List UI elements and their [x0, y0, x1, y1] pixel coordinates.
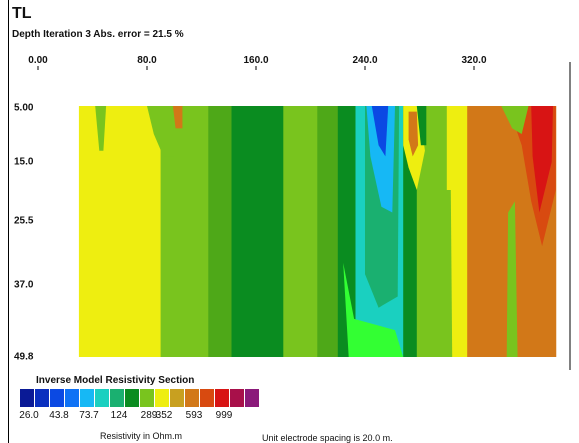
resistivity-band	[208, 106, 232, 357]
y-tick-label: 5.00	[14, 102, 34, 114]
colorbar-swatch	[140, 389, 154, 407]
colorbar-label: 352	[155, 410, 173, 421]
colorbar-swatch	[125, 389, 139, 407]
chart-title: Depth Iteration 3 Abs. error = 21.5 %	[12, 29, 184, 40]
x-tick-label: 80.0	[137, 55, 157, 66]
resistivity-band	[446, 106, 468, 357]
colorbar-swatch	[20, 389, 34, 407]
colorbar-swatch	[170, 389, 184, 407]
left-border	[8, 0, 9, 443]
resistivity-band	[231, 106, 284, 357]
resistivity-anomaly	[366, 106, 395, 213]
colorbar-swatch	[110, 389, 124, 407]
panel-label: TL	[12, 5, 32, 22]
resistivity-anomaly	[501, 106, 529, 134]
colorbar-title: Inverse Model Resistivity Section	[36, 375, 195, 386]
colorbar-swatch	[50, 389, 64, 407]
colorbar-swatch	[245, 389, 259, 407]
resistivity-anomaly	[95, 106, 107, 151]
colorbar-swatch	[230, 389, 244, 407]
resistivity-band	[78, 106, 87, 357]
resistivity-anomaly	[172, 106, 183, 129]
x-tick-label: 0.00	[28, 55, 48, 66]
colorbar-label: 43.8	[49, 410, 69, 421]
colorbar-swatch	[200, 389, 214, 407]
colorbar-swatch	[215, 389, 229, 407]
resistivity-anomaly	[444, 190, 453, 357]
colorbar-label: 593	[185, 410, 203, 421]
resistivity-anomaly	[147, 106, 175, 157]
colorbar-swatch	[65, 389, 79, 407]
resistivity-band	[317, 106, 339, 357]
colorbar-swatch	[185, 389, 199, 407]
colorbar-unit: Resistivity in Ohm.m	[100, 431, 183, 441]
colorbar-swatch	[95, 389, 109, 407]
colorbar-swatch	[155, 389, 169, 407]
resistivity-anomaly	[343, 262, 404, 357]
x-tick-label: 320.0	[461, 55, 487, 66]
colorbar-label: 999	[215, 410, 233, 421]
colorbar-label: 73.7	[79, 410, 99, 421]
resistivity-band	[337, 106, 357, 357]
x-tick-label: 160.0	[243, 55, 269, 66]
resistivity-anomaly	[531, 106, 553, 213]
resistivity-band	[283, 106, 318, 357]
resistivity-band	[85, 106, 162, 357]
y-tick-label: 49.8	[14, 351, 34, 363]
colorbar-swatch	[35, 389, 49, 407]
x-tick-label: 240.0	[352, 55, 378, 66]
resistivity-anomaly	[408, 111, 419, 157]
y-tick-label: 25.5	[14, 215, 34, 227]
colorbar-label: 289	[140, 410, 158, 421]
colorbar-label: 26.0	[19, 410, 39, 421]
resistivity-anomaly	[416, 106, 427, 146]
y-tick-label: 15.0	[14, 156, 34, 168]
colorbar-swatch	[80, 389, 94, 407]
y-tick-label: 37.0	[14, 279, 34, 291]
resistivity-anomaly	[371, 106, 389, 157]
electrode-spacing-note: Unit electrode spacing is 20.0 m.	[262, 433, 393, 443]
colorbar-label: 124	[110, 410, 128, 421]
resistivity-anomaly	[506, 201, 518, 357]
